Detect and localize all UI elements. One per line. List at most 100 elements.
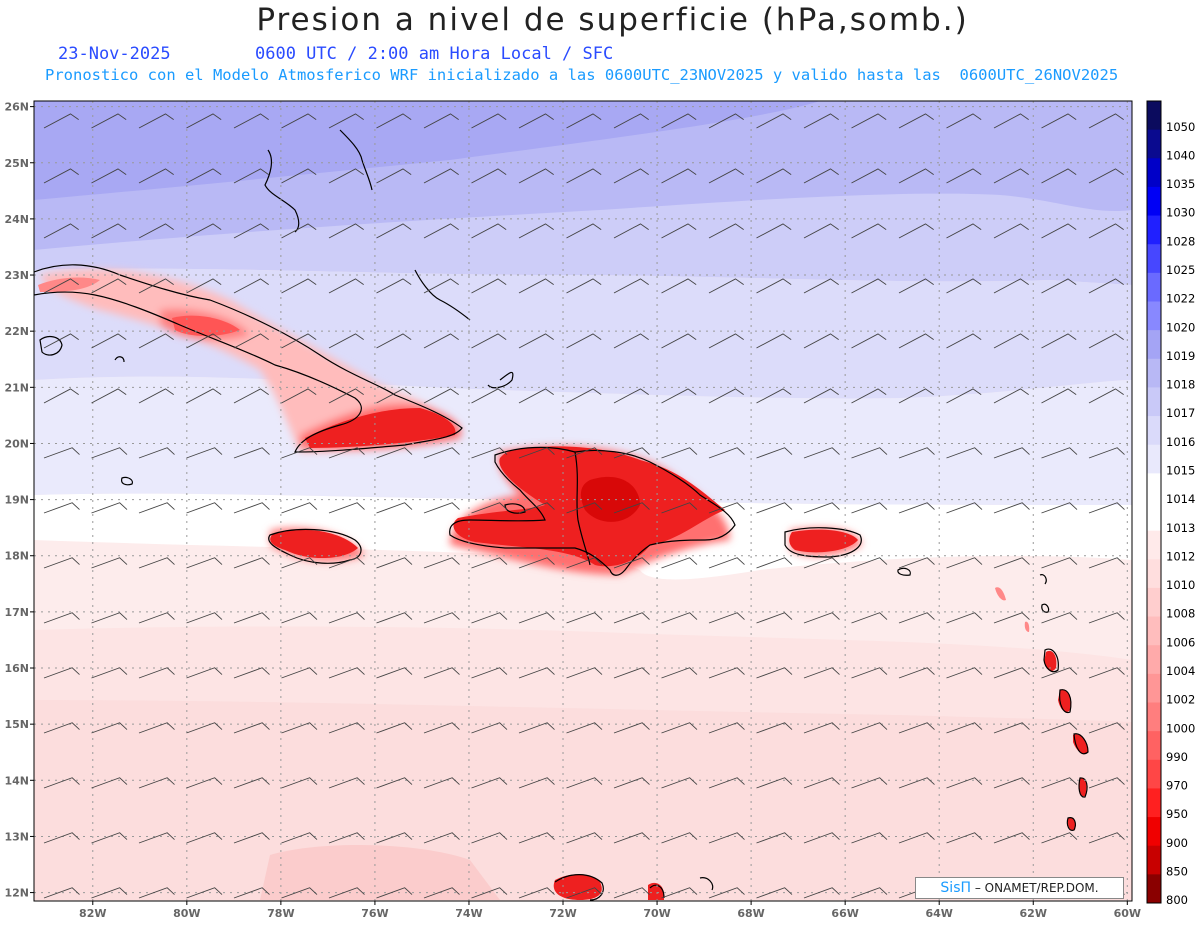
colorbar-label: 990 <box>1166 750 1188 764</box>
wind-barb <box>993 502 1030 514</box>
wind-barb <box>91 278 127 294</box>
wind-barb <box>281 557 318 569</box>
wind-barb <box>328 502 365 514</box>
wind-barb <box>851 278 887 294</box>
wind-barb <box>566 447 603 459</box>
wind-barb <box>708 388 744 404</box>
wind-barb <box>566 278 602 294</box>
wind-barb <box>471 113 507 129</box>
wind-barb <box>471 333 507 349</box>
sispi-logo-text: SisΠ <box>940 880 972 896</box>
wind-barb <box>566 388 602 404</box>
wind-barb <box>423 832 460 844</box>
colorbar-swatch <box>1147 759 1161 789</box>
wind-barb <box>233 388 269 404</box>
wind-barb <box>328 278 364 294</box>
pressure-colorbar: 1050 1040 1035 1030 1028 1025 1022 1020 1019 1018… <box>1146 100 1195 907</box>
wind-barb <box>661 777 698 789</box>
wind-barb <box>613 278 649 294</box>
wind-barb <box>851 722 888 734</box>
wind-barb <box>518 777 555 789</box>
wind-barb <box>376 612 413 624</box>
wind-barb <box>756 113 792 129</box>
wind-barb <box>1088 223 1124 239</box>
map-title: Presion a nivel de superficie (hPa,somb.… <box>256 2 969 38</box>
wind-barb <box>186 722 223 734</box>
wind-barb <box>423 612 460 624</box>
wind-barb <box>471 223 507 239</box>
wind-barb <box>756 447 793 459</box>
colorbar-swatch <box>1147 272 1161 302</box>
wind-barb <box>1041 557 1078 569</box>
wind-barb <box>328 667 365 679</box>
coastlines <box>34 129 1089 901</box>
colorbar-label: 1030 <box>1166 206 1195 220</box>
lat-tick-label: 14N <box>4 774 29 787</box>
wind-barb <box>423 887 460 899</box>
wind-barb <box>423 113 459 129</box>
lat-tick-label: 16N <box>4 662 29 675</box>
wind-barb <box>851 447 888 459</box>
wind-barb <box>518 722 555 734</box>
wind-barb <box>946 667 983 679</box>
wind-barb <box>661 557 698 569</box>
wind-barb <box>1088 612 1125 624</box>
wind-barb <box>376 832 413 844</box>
wind-barb <box>1088 557 1125 569</box>
colorbar-label: 1050 <box>1166 120 1195 134</box>
wind-barb <box>186 667 223 679</box>
wind-barb <box>233 278 269 294</box>
wind-barb <box>186 388 222 404</box>
wind-barb <box>423 333 459 349</box>
wind-barb <box>613 447 650 459</box>
wind-barb <box>613 612 650 624</box>
wind-barb <box>376 388 412 404</box>
wind-barb <box>328 388 364 404</box>
wind-barb <box>803 388 839 404</box>
lon-tick-label: 76W <box>361 907 388 920</box>
wind-barb <box>661 333 697 349</box>
wind-barb <box>281 722 318 734</box>
wind-barb <box>186 557 223 569</box>
colorbar-swatch <box>1147 559 1161 589</box>
wind-barb <box>566 832 603 844</box>
wind-barb <box>91 388 127 404</box>
colorbar-swatch <box>1147 301 1161 331</box>
model-subtitle: Pronostico con el Modelo Atmosferico WRF… <box>45 66 1119 84</box>
wind-barb <box>376 777 413 789</box>
wind-barb <box>946 388 982 404</box>
wind-barb <box>91 168 127 184</box>
wind-barb <box>708 168 744 184</box>
wind-barb <box>138 777 175 789</box>
wind-barb <box>471 832 508 844</box>
wind-barb <box>43 557 80 569</box>
wind-barb <box>1088 447 1125 459</box>
lat-tick-label: 19N <box>4 494 29 507</box>
wind-barb <box>898 388 934 404</box>
wind-barb <box>376 557 413 569</box>
wind-barb <box>898 667 935 679</box>
wind-barb <box>661 447 698 459</box>
wind-barb <box>138 887 175 899</box>
wind-barb <box>898 722 935 734</box>
wind-barb <box>376 223 412 239</box>
colorbar-swatch <box>1147 702 1161 732</box>
wind-barb <box>233 333 269 349</box>
wind-barb <box>946 113 982 129</box>
wind-barb <box>803 278 839 294</box>
wind-barb <box>661 388 697 404</box>
forecast-time: 0600 UTC / 2:00 am Hora Local / SFC <box>255 44 614 64</box>
wind-barb <box>91 777 128 789</box>
wind-barb <box>471 777 508 789</box>
wind-barb <box>851 557 888 569</box>
wind-barb <box>43 168 79 184</box>
wind-barb <box>1041 667 1078 679</box>
wind-barb <box>756 388 792 404</box>
wind-barb <box>661 667 698 679</box>
wind-barb <box>993 113 1029 129</box>
wind-barb <box>803 557 840 569</box>
wind-barb <box>376 168 412 184</box>
colorbar-swatch <box>1147 444 1161 474</box>
lon-tick-label: 74W <box>455 907 482 920</box>
wind-barb <box>613 333 649 349</box>
